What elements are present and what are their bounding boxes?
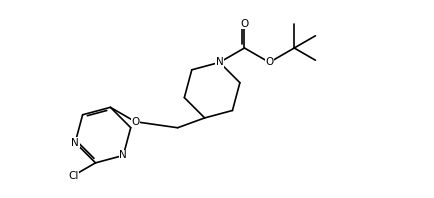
Text: O: O [240, 19, 249, 29]
Text: N: N [119, 150, 127, 160]
Text: N: N [216, 57, 224, 67]
Text: O: O [265, 57, 273, 67]
Text: Cl: Cl [68, 171, 78, 181]
Text: O: O [131, 117, 139, 127]
Text: N: N [71, 138, 79, 148]
